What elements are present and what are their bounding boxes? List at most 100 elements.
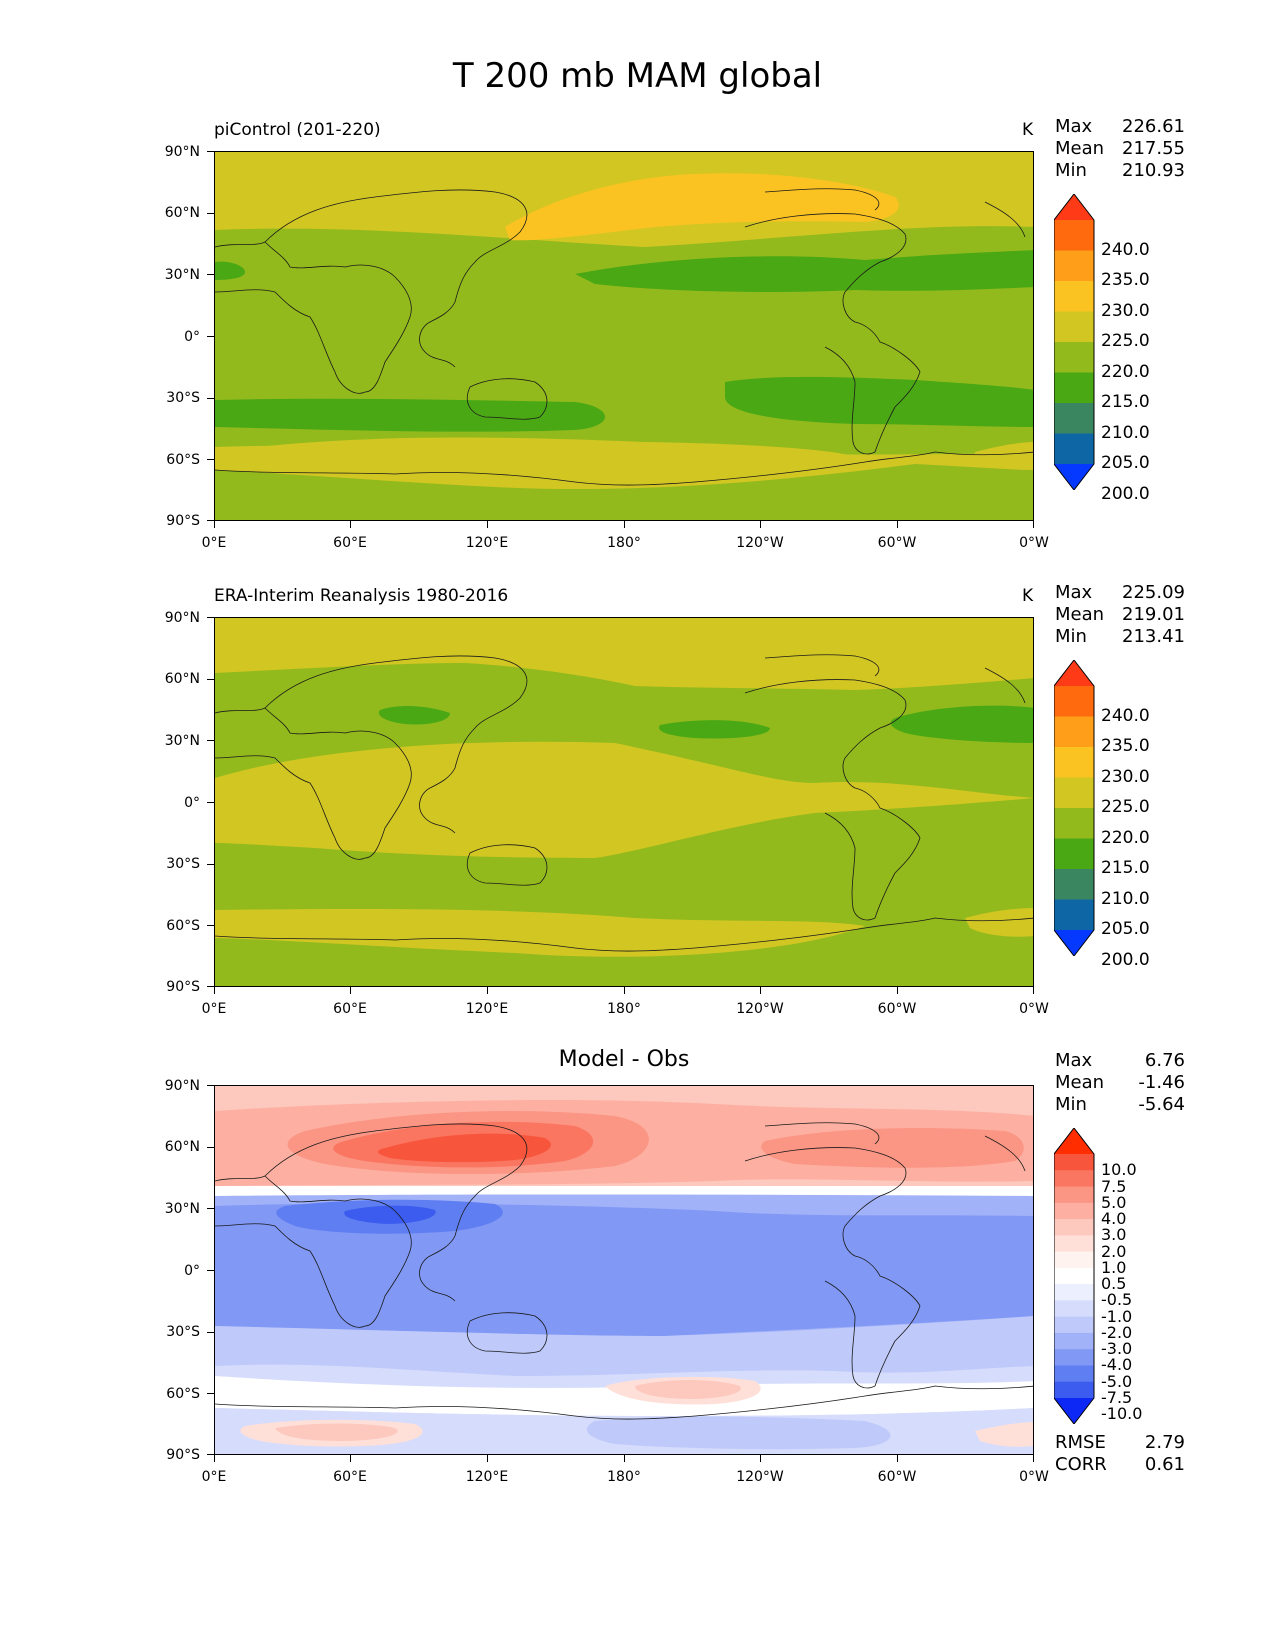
xtick-mark: [624, 987, 625, 994]
coastlines: [215, 1122, 1033, 1420]
stats-box: Max 6.76 Mean -1.46 Min -5.64: [1055, 1050, 1185, 1116]
colorbar-tick-label: 205.0: [1101, 919, 1150, 939]
colorbar-extend-max: [1054, 660, 1094, 686]
contour-210-215-shpac: [725, 376, 1033, 427]
colorbar-tick-label: 10.0: [1101, 1160, 1137, 1180]
ytick-mark: [207, 151, 214, 152]
contour-neg3-neg4: [215, 1203, 1033, 1336]
colorbar-tick-label: -2.0: [1101, 1322, 1133, 1342]
stat-min: 210.93: [1122, 160, 1185, 181]
ytick-label: 30°S: [166, 390, 200, 406]
colorbar-segment: [1054, 1219, 1094, 1236]
colorbar-tick-label: 200.0: [1101, 483, 1150, 504]
figure-title: T 200 mb MAM global: [452, 56, 823, 96]
colorbar-outline: [1054, 660, 1095, 956]
contour-220-225-south-east: [975, 442, 1033, 471]
colorbar-tick-label: -4.0: [1101, 1355, 1133, 1375]
ytick-mark: [207, 1270, 214, 1271]
corr-label: CORR: [1055, 1454, 1107, 1475]
xtick-mark: [624, 521, 625, 528]
panel-title: ERA-Interim Reanalysis 1980-2016: [214, 586, 509, 606]
xtick-label: 60°W: [877, 535, 917, 551]
stats-box: Max 225.09 Mean 219.01 Min 213.41: [1055, 582, 1185, 648]
colorbar-tick-label: 0.5: [1101, 1274, 1127, 1294]
xtick-mark: [1033, 987, 1034, 994]
ytick-mark: [207, 802, 214, 803]
ytick-label: 60°N: [164, 1139, 200, 1155]
ytick-label: 0°: [184, 1263, 200, 1279]
stat-mean-label: Mean: [1055, 1072, 1105, 1093]
xtick-label: 60°W: [877, 1469, 917, 1485]
ytick-label: 90°N: [164, 1078, 200, 1094]
colorbar-tick-label: -10.0: [1101, 1404, 1143, 1424]
xtick-mark: [214, 1455, 215, 1462]
colorbar-tick-label: -1.0: [1101, 1306, 1133, 1326]
ytick-label: 90°N: [164, 144, 200, 160]
map-contours: [215, 1086, 1033, 1454]
colorbar-segment: [1054, 1251, 1094, 1269]
colorbar-extend-max: [1054, 194, 1094, 220]
contour-neg1-neg2-polar: [586, 1416, 891, 1450]
colorbar-tick-label: 235.0: [1101, 270, 1150, 290]
rmse-value: 2.79: [1144, 1432, 1185, 1453]
ytick-label: 0°: [184, 329, 200, 345]
xtick-mark: [760, 521, 761, 528]
colorbar-segment: [1054, 250, 1094, 282]
contour-neg5-neg7_5: [344, 1205, 436, 1224]
ytick-label: 60°S: [166, 918, 200, 934]
panel-model-minus-obs: Model - Obs: [0, 1047, 1275, 1525]
contour-220-225-south: [215, 437, 865, 487]
contour-1-2-pac: [635, 1380, 741, 1399]
colorbar-segment: [1054, 838, 1094, 870]
stat-max-label: Max: [1055, 1050, 1093, 1071]
colorbar-segment: [1054, 1381, 1094, 1399]
colorbar-tick-label: 5.0: [1101, 1192, 1127, 1212]
stat-max: 6.76: [1144, 1050, 1185, 1071]
xtick-label: 180°: [607, 1001, 641, 1017]
colorbar-svg: [1054, 660, 1095, 956]
xtick-mark: [760, 1455, 761, 1462]
map-plot: [214, 1085, 1034, 1455]
ytick-mark: [207, 1454, 214, 1455]
colorbar-tick-label: 210.0: [1101, 422, 1150, 443]
map-contours: [215, 618, 1033, 986]
stat-mean: 219.01: [1122, 604, 1185, 625]
xtick-mark: [1033, 521, 1034, 528]
ytick-mark: [207, 1332, 214, 1333]
stat-min-label: Min: [1055, 160, 1087, 181]
colorbar-segment: [1054, 342, 1094, 373]
colorbar-segment: [1054, 311, 1094, 343]
colorbar-segment: [1054, 1267, 1094, 1285]
colorbar-tick-label: -3.0: [1101, 1339, 1133, 1359]
panel-era-interim: ERA-Interim Reanalysis 1980-2016 K: [0, 582, 1275, 1057]
colorbar-tick-label: 215.0: [1101, 392, 1150, 412]
units-label: K: [1022, 120, 1034, 140]
colorbar-segment: [1054, 1186, 1094, 1204]
colorbar-segment: [1054, 869, 1094, 900]
xtick-mark: [350, 521, 351, 528]
xtick-label: 180°: [607, 535, 641, 551]
stat-max-label: Max: [1055, 116, 1093, 137]
stat-min: -5.64: [1138, 1094, 1185, 1115]
ytick-mark: [207, 274, 214, 275]
colorbar-tick-label: 240.0: [1101, 239, 1150, 260]
xtick-mark: [897, 521, 898, 528]
ytick-label: 30°N: [164, 733, 200, 749]
rmse-label: RMSE: [1055, 1432, 1106, 1453]
colorbar-tick-label: 225.0: [1101, 331, 1150, 351]
ytick-label: 30°S: [166, 1324, 200, 1340]
xtick-mark: [760, 987, 761, 994]
contour-5-7_5: [378, 1133, 551, 1163]
colorbar-segment: [1054, 1202, 1094, 1220]
contour-210-215-atl: [890, 705, 1033, 743]
stat-mean-label: Mean: [1055, 604, 1105, 625]
xtick-label: 120°E: [465, 535, 509, 551]
xtick-mark: [487, 1455, 488, 1462]
xtick-mark: [897, 1455, 898, 1462]
xtick-mark: [350, 1455, 351, 1462]
panel-title: Model - Obs: [558, 1047, 690, 1072]
stat-max-label: Max: [1055, 582, 1093, 603]
xtick-label: 120°W: [736, 1469, 784, 1485]
ytick-mark: [207, 864, 214, 865]
ytick-label: 90°S: [166, 513, 200, 529]
